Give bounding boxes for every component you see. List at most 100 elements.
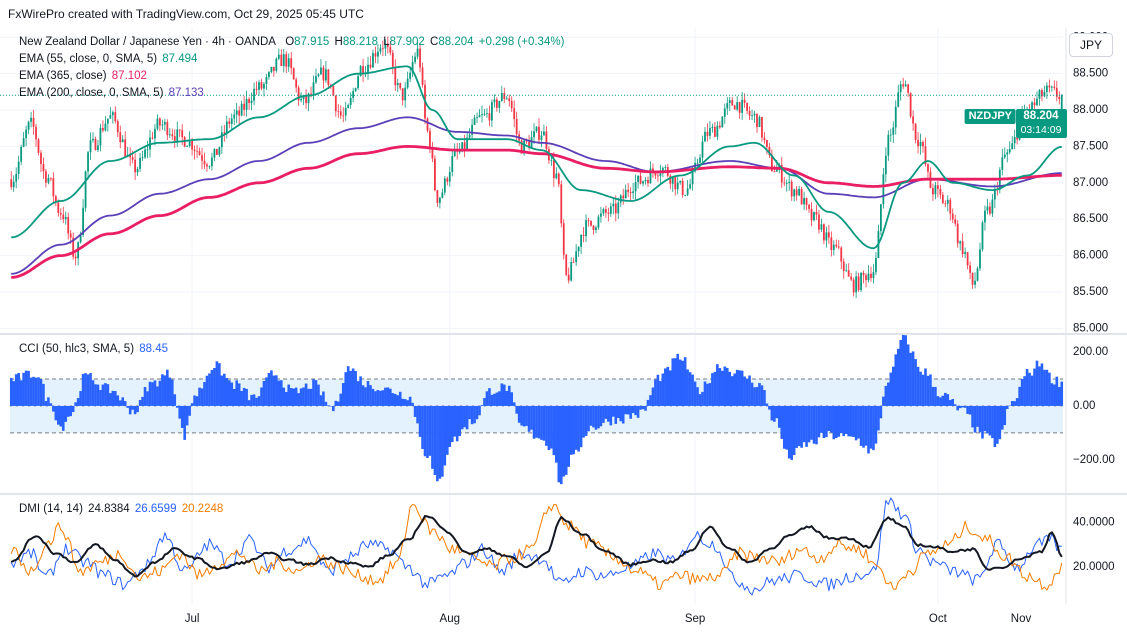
candle-body (20, 146, 23, 162)
cci-bar (34, 377, 38, 406)
ema-layer (11, 65, 1062, 279)
candle-body (426, 118, 429, 131)
ema55-legend[interactable]: EMA (55, close, 0, SMA, 5) 87.494 (19, 53, 199, 65)
candle-body (676, 182, 679, 190)
cci-bar (89, 373, 92, 406)
candle-body (292, 68, 295, 80)
cci-bar (1048, 372, 1051, 406)
cci-bar (193, 395, 196, 406)
candle-body (897, 92, 900, 107)
candle-body (201, 155, 203, 161)
candle-body (72, 237, 75, 257)
candle-body (768, 146, 771, 155)
candle-body (582, 234, 585, 237)
candle-body (1036, 98, 1038, 106)
cci-bar (61, 405, 65, 431)
candle-body (280, 54, 283, 66)
cci-bar (614, 405, 618, 424)
cci-bar (820, 405, 823, 433)
candle-body (431, 147, 434, 159)
cci-bar (986, 405, 989, 434)
candle-body (1011, 143, 1014, 150)
cci-bar (322, 391, 325, 406)
candle-body (389, 46, 392, 53)
cci-bar (792, 405, 796, 456)
cci-bar (384, 387, 387, 406)
candle-body (847, 270, 850, 277)
candle-body (614, 203, 617, 214)
cci-bar (1010, 401, 1014, 406)
cci-bar (517, 405, 521, 423)
cci-bar (668, 370, 672, 406)
candle-body (825, 232, 828, 241)
candle-body (272, 66, 275, 71)
symbol-tag: NZDJPY (964, 109, 1016, 124)
ema200-legend[interactable]: EMA (200, close, 0, SMA, 5) 87.133 (19, 87, 206, 99)
cci-bar (884, 385, 888, 406)
cci-bar (356, 381, 360, 406)
cci-bar (584, 405, 588, 437)
candle-body (718, 125, 721, 128)
candle-body (932, 188, 934, 195)
cci-legend[interactable]: CCI (50, hlc3, SMA, 5) 88.45 (19, 343, 170, 355)
candle-body (287, 58, 290, 67)
price-tick-label: 85.000 (1073, 322, 1108, 334)
candle-body (94, 138, 97, 151)
cci-bar (1023, 376, 1026, 406)
candle-body (1033, 102, 1036, 106)
candle-body (486, 113, 488, 114)
candle-body (1016, 137, 1019, 140)
candle-body (741, 99, 744, 113)
candle-body (163, 121, 166, 125)
cci-bar (391, 393, 395, 406)
cci-bar (302, 387, 305, 406)
candle-body (310, 93, 312, 95)
cci-bar (944, 392, 947, 406)
cci-bar (953, 404, 957, 406)
candle-body (468, 134, 471, 138)
candle-body (491, 102, 493, 121)
candle-body (176, 129, 179, 141)
candle-body (134, 159, 137, 173)
candle-body (555, 173, 558, 179)
cci-bar (827, 405, 831, 431)
candle-body (22, 138, 25, 147)
cci-bar (936, 396, 940, 406)
dmi-legend[interactable]: DMI (14, 14) 24.8384 26.6599 20.2248 (19, 503, 225, 515)
candle-body (374, 53, 377, 57)
candle-body (966, 252, 969, 266)
candle-body (857, 276, 860, 291)
candle-body (543, 131, 545, 136)
cci-bar (626, 405, 630, 415)
cci-bar (887, 382, 890, 406)
cci-bar (760, 385, 764, 406)
candle-body (372, 53, 374, 68)
candle-body (89, 140, 92, 153)
cci-bar (250, 394, 253, 406)
candle-body (69, 233, 72, 238)
cci-bar (701, 391, 704, 406)
price-tick-label: 85.500 (1073, 286, 1108, 298)
candle-body (515, 118, 518, 135)
cci-bar (478, 405, 481, 416)
cci-bar (567, 405, 571, 467)
currency-button[interactable]: JPY (1069, 33, 1113, 57)
cci-bar (911, 351, 915, 406)
ema365-legend[interactable]: EMA (365, close) 87.102 (19, 70, 149, 82)
cci-bar (837, 405, 841, 437)
candle-body (577, 246, 580, 252)
cci-bar (545, 405, 548, 446)
cci-bar (852, 405, 855, 437)
cci-bar (418, 405, 422, 437)
cci-bar (929, 374, 932, 406)
cci-bar (247, 400, 251, 406)
candle-body (979, 249, 981, 269)
cci-bar (470, 405, 474, 425)
candle-body (602, 209, 605, 214)
candle-body (837, 246, 840, 248)
cci-bar (716, 364, 719, 406)
cci-bar (641, 405, 645, 410)
cci-bar (559, 405, 563, 485)
low-label: L (383, 36, 390, 48)
